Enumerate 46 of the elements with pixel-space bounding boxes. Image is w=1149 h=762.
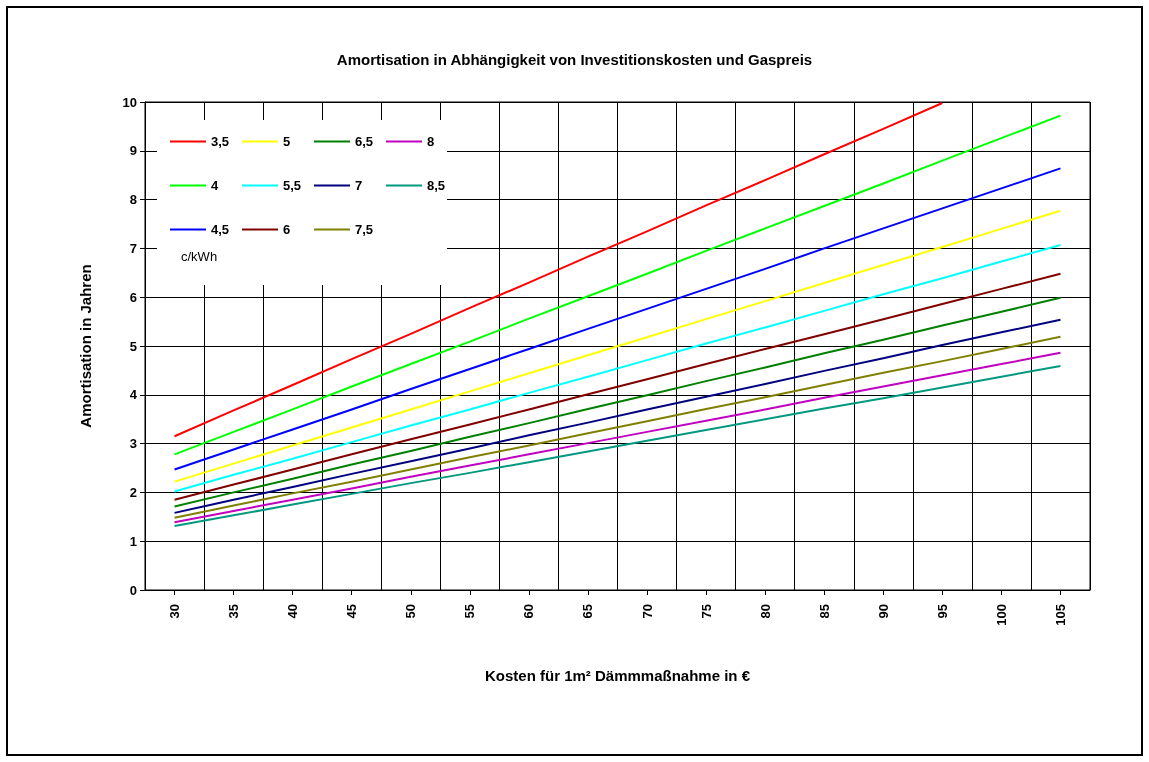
x-tick-label: 30 [167, 604, 183, 619]
x-tick-label: 100 [993, 604, 1009, 626]
chart-title: Amortisation in Abhängigkeit von Investitionskosten und Gaspreis [336, 51, 813, 68]
line-series [173, 101, 944, 438]
x-tick-label: 55 [462, 604, 478, 619]
y-tick-label: 6 [129, 289, 137, 305]
line-series [173, 167, 1062, 471]
x-tick-label: 65 [580, 604, 596, 619]
legend-label: 8,5 [427, 178, 446, 193]
y-tick-label: 8 [129, 192, 137, 208]
line-series [173, 114, 1062, 456]
x-tick-label: 80 [757, 604, 773, 619]
y-tick-label: 10 [122, 94, 137, 110]
legend-label: 8 [427, 134, 435, 149]
x-tick-label: 85 [816, 604, 832, 619]
x-tick-label: 35 [226, 604, 242, 619]
x-tick-label: 50 [403, 604, 419, 619]
legend-title: c/kWh [181, 249, 218, 264]
x-tick-label: 75 [698, 604, 714, 619]
legend-label: 5 [283, 134, 291, 149]
x-tick-label: 45 [344, 604, 360, 619]
y-tick-label: 3 [129, 436, 137, 452]
y-tick-label: 4 [129, 387, 138, 403]
x-tick-label: 70 [639, 604, 655, 619]
y-tick-label: 0 [129, 582, 137, 598]
y-tick-label: 7 [129, 240, 137, 256]
legend-label: 4 [211, 178, 219, 193]
legend-label: 5,5 [283, 178, 302, 193]
line-series [173, 209, 1062, 483]
y-tick-label: 5 [129, 338, 137, 354]
y-tick-label: 2 [129, 484, 137, 500]
legend-label: 6 [283, 222, 291, 237]
y-tick-label: 1 [129, 533, 137, 549]
legend-label: 7 [355, 178, 363, 193]
y-tick-label: 9 [129, 143, 137, 159]
legend-label: 3,5 [211, 134, 230, 149]
legend-label: 4,5 [211, 222, 230, 237]
x-tick-label: 40 [285, 604, 301, 619]
x-tick-label: 95 [934, 604, 950, 619]
x-axis-title: Kosten für 1m² Dämmmaßnahme in € [484, 667, 751, 684]
legend-label: 6,5 [355, 134, 374, 149]
x-tick-label: 60 [521, 604, 537, 619]
y-axis-title: Amortisation in Jahren [77, 264, 94, 428]
x-tick-label: 105 [1052, 604, 1068, 626]
x-tick-label: 90 [875, 604, 891, 619]
legend-label: 7,5 [355, 222, 374, 237]
